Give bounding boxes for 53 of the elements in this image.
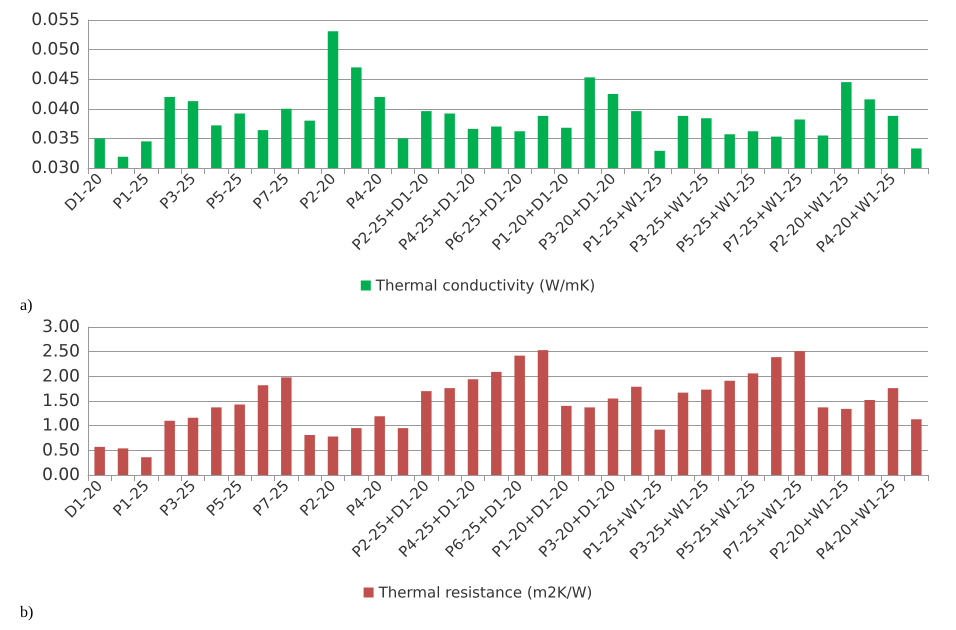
bar — [211, 407, 222, 475]
y-tick-label: 0.050 — [31, 40, 80, 60]
bar — [141, 457, 152, 475]
bar — [421, 391, 432, 475]
bar — [491, 372, 502, 475]
bar — [794, 351, 805, 475]
bar — [514, 356, 525, 475]
y-tick-label: 0.055 — [31, 10, 80, 30]
bar — [771, 357, 782, 475]
bar — [818, 407, 828, 475]
bar — [538, 350, 548, 475]
y-tick-label: 1.00 — [42, 416, 80, 436]
bar — [584, 407, 595, 475]
bar — [724, 380, 735, 475]
y-tick-label: 2.00 — [42, 366, 80, 386]
bar — [654, 430, 665, 475]
legend-label: Thermal conductivity (W/mK) — [374, 276, 596, 294]
bar — [281, 377, 292, 475]
bar — [374, 416, 385, 475]
y-tick-label: 0.00 — [42, 465, 80, 485]
y-tick-label: 3.00 — [42, 317, 80, 337]
bar — [841, 408, 852, 475]
bar — [304, 435, 315, 475]
bar — [234, 404, 245, 475]
bar — [911, 419, 922, 475]
bar — [118, 448, 128, 475]
bar — [888, 388, 898, 475]
bar — [608, 398, 618, 475]
y-tick-label: 0.030 — [31, 158, 80, 178]
bar — [351, 428, 362, 475]
bar — [701, 390, 712, 475]
bar — [258, 385, 268, 475]
y-tick-label: 1.50 — [42, 391, 80, 411]
bar — [748, 373, 758, 475]
text: a) — [20, 297, 32, 315]
bar — [864, 400, 875, 475]
y-tick-label: 0.035 — [31, 128, 80, 148]
bar — [631, 386, 642, 475]
bar — [94, 446, 105, 475]
y-tick-label: 0.040 — [31, 98, 80, 119]
y-tick-label: 2.50 — [42, 342, 80, 362]
legend-label: Thermal resistance (m2K/W) — [378, 584, 592, 602]
bar — [328, 436, 338, 475]
y-tick-label: 0.50 — [42, 440, 80, 460]
text: b) — [20, 604, 34, 622]
bar — [444, 388, 455, 475]
bar — [164, 420, 175, 475]
bar — [398, 428, 408, 475]
bar — [468, 379, 478, 475]
bar — [561, 406, 572, 475]
bar — [678, 392, 688, 475]
bar — [188, 418, 198, 475]
y-tick-label: 0.045 — [31, 69, 80, 90]
